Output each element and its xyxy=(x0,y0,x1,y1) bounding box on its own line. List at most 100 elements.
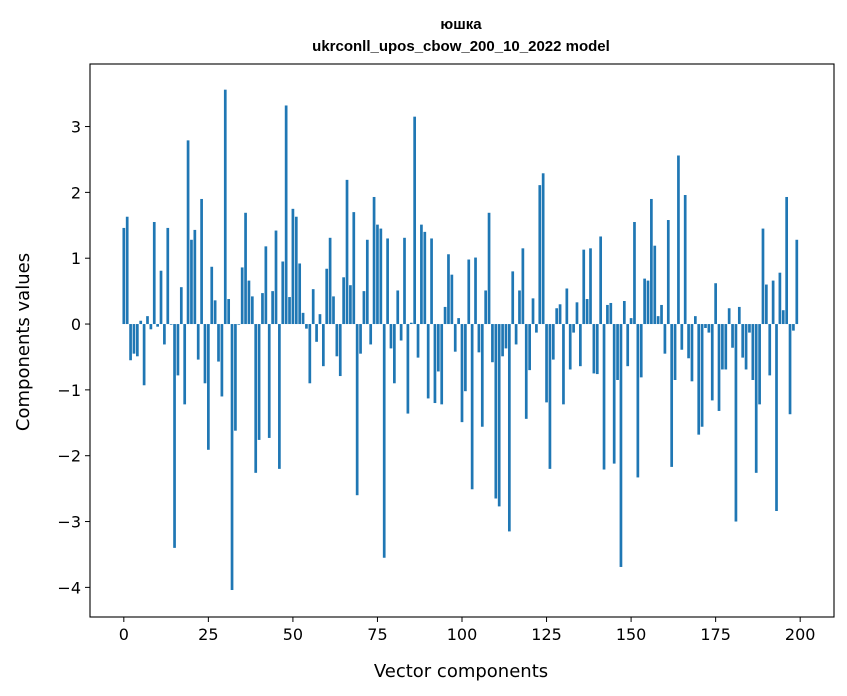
bar xyxy=(771,280,775,325)
chart-title-line2: ukrconll_upos_cbow_200_10_2022 model xyxy=(312,38,610,55)
bar xyxy=(359,324,362,354)
bar xyxy=(582,249,586,325)
bar xyxy=(602,324,606,470)
bar xyxy=(338,324,342,377)
bar xyxy=(785,196,789,325)
bar xyxy=(680,324,684,350)
bar xyxy=(166,227,170,325)
bar xyxy=(362,291,366,325)
bar xyxy=(707,324,711,333)
bar xyxy=(430,238,433,325)
bar xyxy=(413,116,417,325)
bar xyxy=(396,290,400,325)
bar xyxy=(541,173,545,325)
bar xyxy=(788,324,792,415)
bar xyxy=(193,229,197,325)
bar xyxy=(467,259,471,325)
bar xyxy=(754,324,758,473)
bar xyxy=(393,324,396,384)
bar xyxy=(240,267,244,325)
bar xyxy=(220,324,224,397)
bar xyxy=(173,324,176,548)
y-tick-label: −1 xyxy=(57,381,81,400)
bar xyxy=(687,324,690,359)
bar xyxy=(727,308,731,325)
bar xyxy=(457,318,460,325)
bar xyxy=(663,324,667,354)
bar xyxy=(538,185,542,325)
bar xyxy=(447,254,450,325)
bar xyxy=(606,304,609,325)
bar xyxy=(535,324,538,333)
bar xyxy=(433,324,437,404)
bar xyxy=(301,312,305,325)
bar xyxy=(372,196,376,325)
bar xyxy=(227,299,231,325)
y-tick-label: 1 xyxy=(71,249,81,268)
bar xyxy=(734,324,738,522)
bar xyxy=(149,324,153,330)
bar xyxy=(480,324,484,427)
bar xyxy=(626,324,630,367)
bar xyxy=(386,238,389,325)
bar xyxy=(271,291,274,325)
bar xyxy=(514,324,518,345)
bar xyxy=(721,324,724,370)
bar xyxy=(460,324,464,423)
x-tick-label: 175 xyxy=(700,625,731,644)
bar xyxy=(169,324,173,325)
bar xyxy=(751,324,755,380)
bar xyxy=(409,322,413,325)
y-tick-label: −2 xyxy=(57,447,81,466)
bar xyxy=(477,324,481,353)
bar xyxy=(474,257,477,325)
bar xyxy=(562,324,565,405)
bar xyxy=(139,320,143,325)
bar xyxy=(531,298,535,325)
bar xyxy=(636,324,640,478)
bar xyxy=(714,283,717,325)
bar xyxy=(558,304,562,325)
bar xyxy=(210,266,214,325)
bar xyxy=(673,324,677,380)
bar xyxy=(335,324,339,357)
bar xyxy=(132,324,136,354)
bar xyxy=(629,318,633,325)
y-tick-label: −3 xyxy=(57,513,81,532)
bar xyxy=(186,140,190,325)
x-tick-label: 125 xyxy=(531,625,562,644)
bar xyxy=(690,324,694,382)
bar xyxy=(152,222,156,325)
bar xyxy=(436,324,440,372)
bar xyxy=(321,324,325,367)
bar xyxy=(484,290,488,325)
bar xyxy=(345,179,349,325)
bar xyxy=(633,222,636,325)
bar xyxy=(781,310,785,325)
bar xyxy=(487,212,491,325)
bar xyxy=(311,289,315,325)
bar xyxy=(274,230,278,325)
bar xyxy=(737,306,741,325)
bar xyxy=(565,288,569,325)
bar xyxy=(555,308,559,325)
bar xyxy=(389,324,393,349)
x-tick-label: 75 xyxy=(367,625,387,644)
bar xyxy=(278,324,281,469)
bar xyxy=(643,278,646,325)
bar xyxy=(237,324,241,325)
bar xyxy=(778,272,782,325)
bar xyxy=(217,324,220,362)
bar xyxy=(507,324,511,532)
bar xyxy=(585,299,589,325)
bar xyxy=(704,324,707,328)
bar xyxy=(250,296,254,325)
bar xyxy=(125,216,129,325)
bar xyxy=(592,324,596,374)
bar xyxy=(622,301,626,325)
bar xyxy=(156,324,159,327)
bar xyxy=(247,280,251,325)
bar xyxy=(423,231,427,325)
